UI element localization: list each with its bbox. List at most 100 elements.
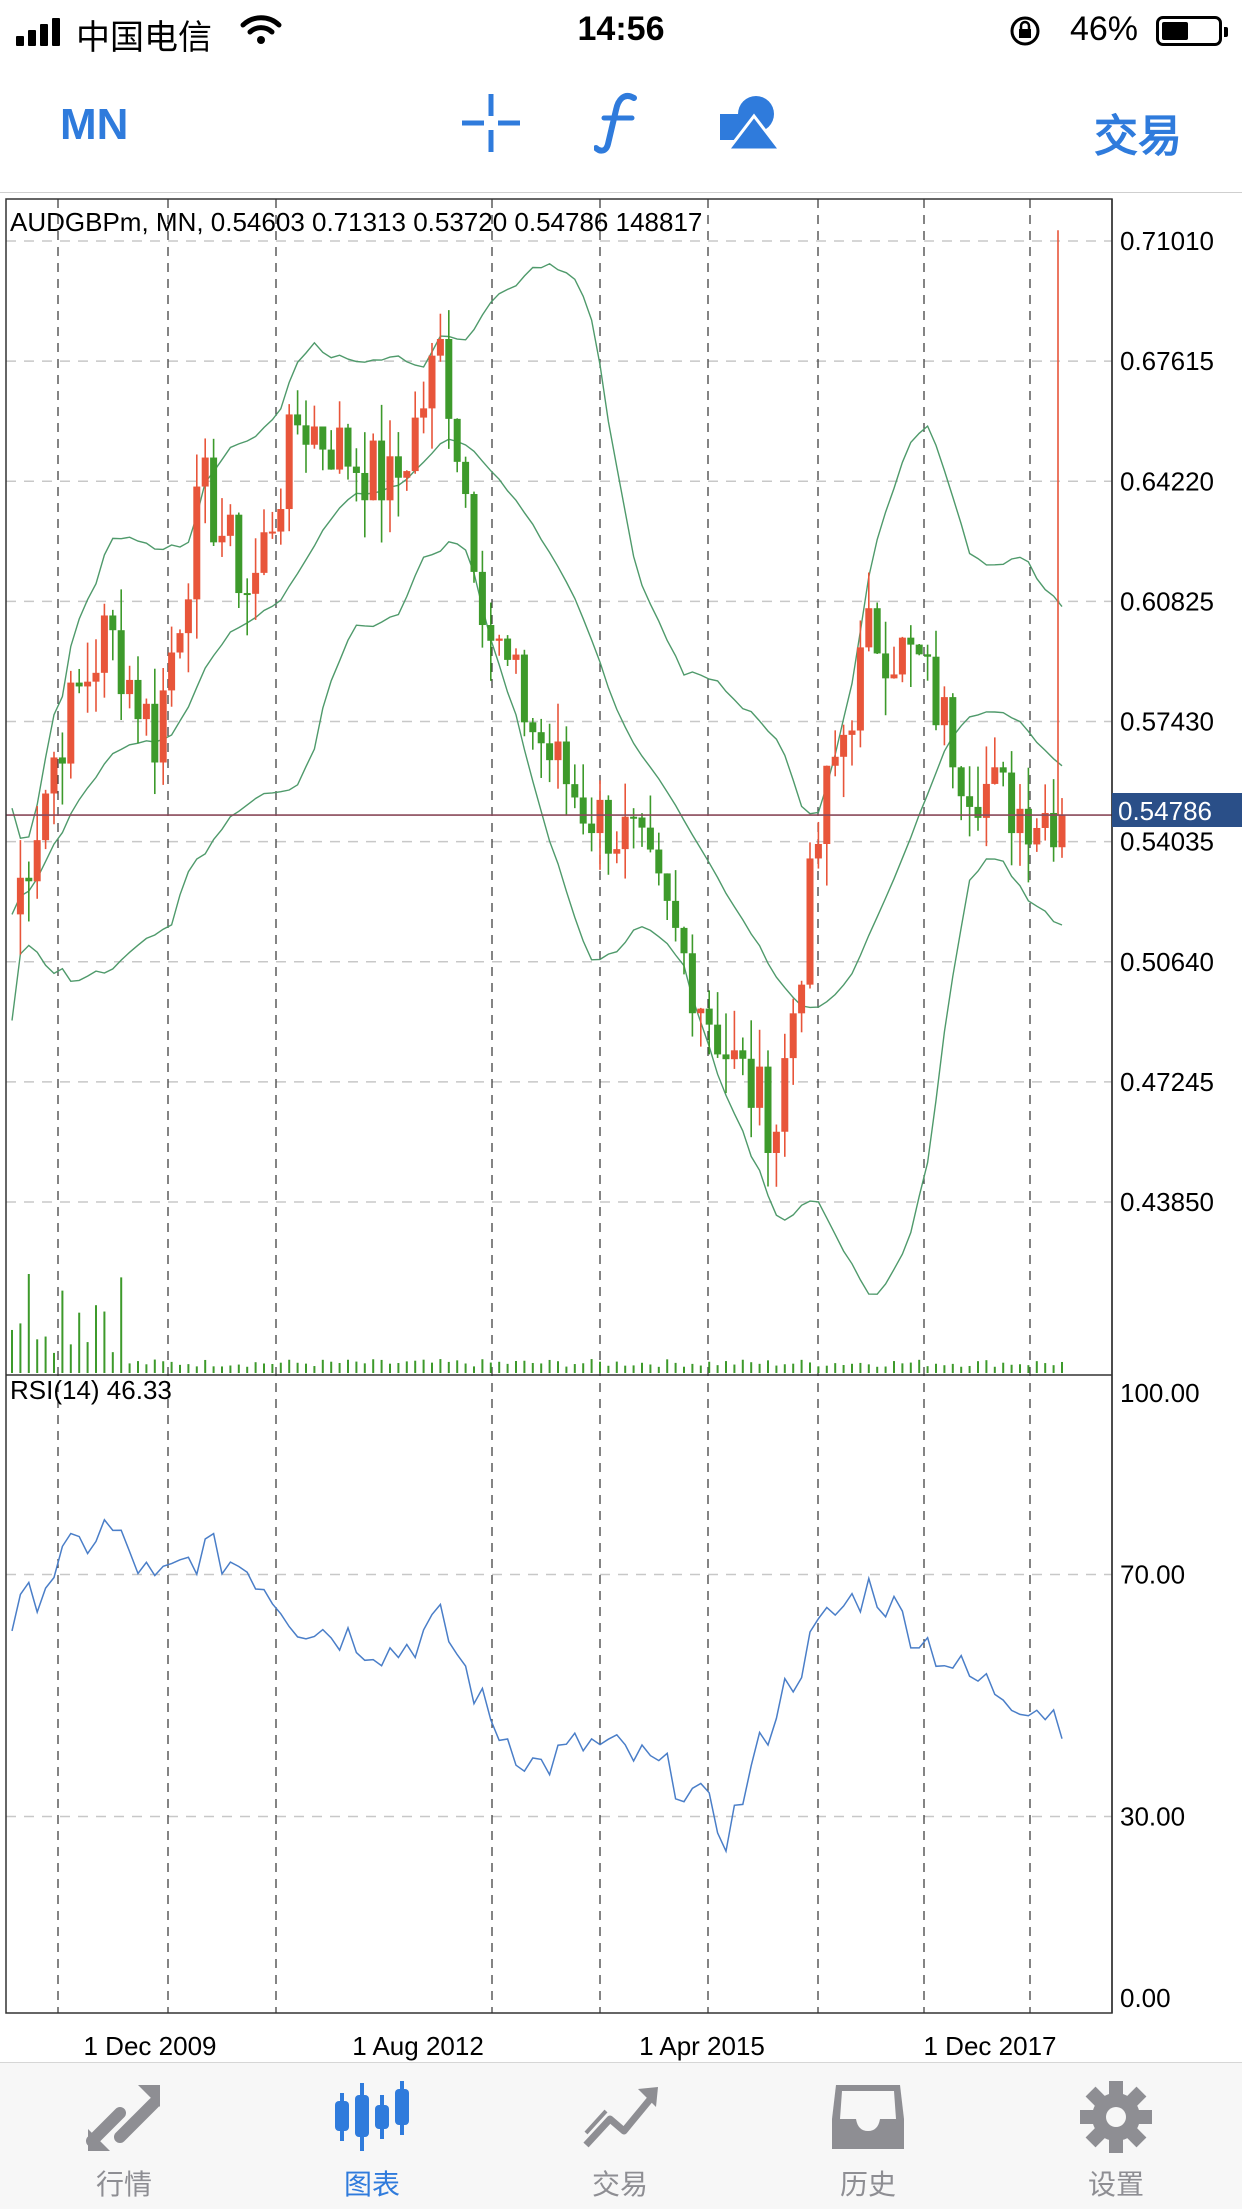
candle-body xyxy=(25,877,33,882)
status-bar: 中国电信 14:56 46% xyxy=(0,0,1242,62)
tab-settings[interactable]: 设置 xyxy=(992,2063,1240,2209)
candle-body xyxy=(42,793,50,841)
chart-area[interactable]: 0.71010 0.67615 0.64220 0.60825 0.57430 0.540… xyxy=(0,192,1242,2063)
quotes-icon xyxy=(86,2085,160,2151)
timeframe-button[interactable]: MN xyxy=(60,100,129,149)
rsi-tick-label: 0.00 xyxy=(1120,1983,1171,2013)
candle-body xyxy=(504,638,512,660)
candle-body xyxy=(226,514,234,536)
battery-icon xyxy=(1156,16,1228,46)
candle-body xyxy=(789,1013,797,1059)
battery-percent: 46% xyxy=(1069,10,1138,48)
price-tick-label: 0.71010 xyxy=(1120,226,1214,256)
axis-labels: 0.71010 0.67615 0.64220 0.60825 0.57430 0.540… xyxy=(84,226,1214,2061)
wifi-icon xyxy=(240,15,282,44)
candle-body xyxy=(537,732,545,744)
tab-trade[interactable]: 交易 xyxy=(496,2063,744,2209)
tab-quotes-label: 行情 xyxy=(95,2169,152,2200)
candle-body xyxy=(344,427,352,467)
candle-body xyxy=(882,653,890,679)
objects-icon[interactable] xyxy=(718,92,784,154)
price-tick-label: 0.50640 xyxy=(1120,947,1214,977)
rsi-tick-label: 70.00 xyxy=(1120,1560,1185,1590)
candle-body xyxy=(386,456,394,501)
candle-body xyxy=(100,615,108,673)
trade-chart-icon xyxy=(583,2087,658,2148)
time-tick-label: 1 Dec 2017 xyxy=(924,2031,1057,2061)
candle-body xyxy=(512,654,520,660)
time-tick-label: 1 Aug 2012 xyxy=(352,2031,484,2061)
candle-body xyxy=(218,535,226,543)
tab-trade-label: 交易 xyxy=(591,2169,648,2200)
indicators-icon[interactable] xyxy=(594,92,644,154)
candle-body xyxy=(588,823,596,834)
candle-body xyxy=(562,741,570,785)
tab-chart[interactable]: 图表 xyxy=(248,2063,496,2209)
symbol-info: AUDGBPm, MN, 0.54603 0.71313 0.53720 0.5… xyxy=(10,207,702,237)
candle-body xyxy=(1041,812,1049,828)
candle-body xyxy=(142,703,150,720)
candle-body xyxy=(428,355,436,409)
candle-body xyxy=(84,681,92,687)
candle-body xyxy=(33,840,41,882)
candle-body xyxy=(831,756,839,766)
bottom-tab-bar: 行情 图表 交易 历史 xyxy=(0,2062,1242,2209)
candle-body xyxy=(210,457,218,543)
gear-icon xyxy=(1080,2081,1152,2153)
candle-body xyxy=(1008,772,1016,834)
candle-body xyxy=(806,858,814,985)
candle-body xyxy=(840,734,848,757)
candlesticks xyxy=(6,230,1112,1187)
candle-body xyxy=(134,679,142,720)
clock: 14:56 xyxy=(577,10,665,48)
candle-body xyxy=(487,625,495,641)
candle-body xyxy=(823,765,831,845)
candle-body xyxy=(453,418,461,462)
rsi-line xyxy=(11,1518,1063,1854)
candle-body xyxy=(714,1024,722,1055)
candle-body xyxy=(319,426,327,450)
rotation-lock-icon xyxy=(1010,16,1040,46)
candle-body xyxy=(672,900,680,928)
crosshair-icon[interactable] xyxy=(460,92,522,154)
candle-body xyxy=(126,679,134,695)
candle-body xyxy=(554,741,562,761)
candle-body xyxy=(470,494,478,572)
candle-body xyxy=(982,783,990,818)
candle-body xyxy=(630,816,638,819)
candle-body xyxy=(571,784,579,798)
price-chart[interactable]: 0.71010 0.67615 0.64220 0.60825 0.57430 0.540… xyxy=(0,193,1242,2063)
candle-body xyxy=(75,682,83,687)
candle-body xyxy=(117,630,125,695)
candle-body xyxy=(655,849,663,874)
price-tick-label: 0.47245 xyxy=(1120,1067,1214,1097)
candle-body xyxy=(462,461,470,495)
chart-toolbar: MN 交易 xyxy=(0,62,1242,192)
trade-button[interactable]: 交易 xyxy=(1094,112,1182,161)
candle-body xyxy=(151,703,159,763)
candle-body xyxy=(260,532,268,573)
candle-body xyxy=(109,615,117,631)
candle-body xyxy=(1033,827,1041,845)
candle-body xyxy=(764,1066,772,1153)
tab-history[interactable]: 历史 xyxy=(744,2063,992,2209)
candle-body xyxy=(277,509,285,532)
current-price-label: 0.54786 xyxy=(1118,796,1212,826)
bollinger-middle-line xyxy=(11,438,1063,1009)
candle-body xyxy=(890,674,898,679)
volume-bars xyxy=(11,1273,1063,1373)
chart-grid xyxy=(6,199,1112,2013)
candle-body xyxy=(378,440,386,501)
tab-quotes[interactable]: 行情 xyxy=(0,2063,248,2209)
candle-body xyxy=(50,757,58,794)
current-price-tag xyxy=(1112,793,1242,827)
time-tick-label: 1 Dec 2009 xyxy=(84,2031,217,2061)
candle-body xyxy=(621,816,629,850)
candle-body xyxy=(285,414,293,510)
candle-body xyxy=(302,425,310,445)
candle-body xyxy=(336,427,344,470)
candle-body xyxy=(420,408,428,418)
chart-border xyxy=(5,198,1113,2014)
tab-settings-label: 设置 xyxy=(1087,2169,1144,2200)
candle-body xyxy=(436,339,444,356)
